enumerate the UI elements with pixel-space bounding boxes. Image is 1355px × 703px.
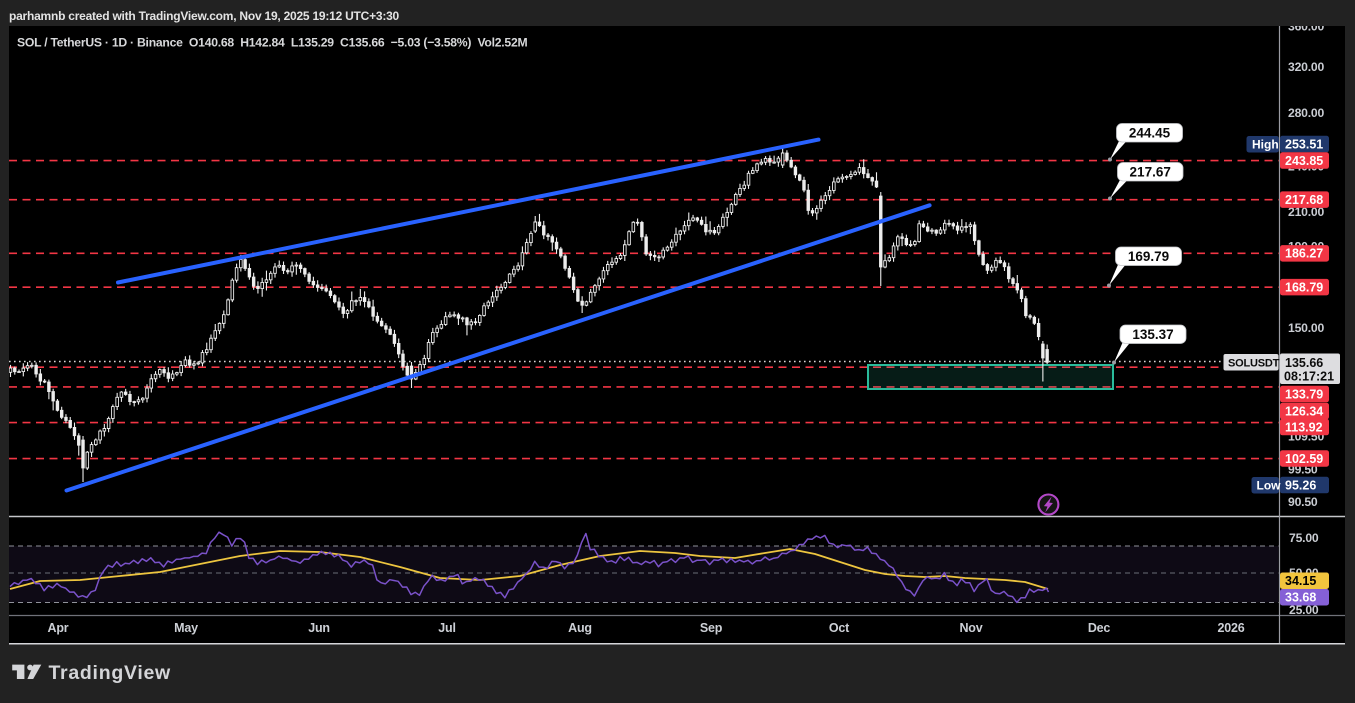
svg-text:320.00: 320.00 bbox=[1288, 60, 1324, 74]
svg-text:210.00: 210.00 bbox=[1288, 205, 1324, 219]
svg-text:Dec: Dec bbox=[1088, 621, 1111, 635]
svg-text:Oct: Oct bbox=[829, 621, 850, 635]
svg-text:parhamnb created with TradingV: parhamnb created with TradingView.com, N… bbox=[9, 9, 400, 23]
svg-text:May: May bbox=[174, 621, 198, 635]
svg-text:360.00: 360.00 bbox=[1288, 20, 1324, 34]
svg-text:Sep: Sep bbox=[700, 621, 723, 635]
svg-text:244.45: 244.45 bbox=[1129, 126, 1171, 141]
svg-text:113.92: 113.92 bbox=[1285, 420, 1323, 434]
svg-text:High: High bbox=[1252, 138, 1279, 152]
svg-text:25.00: 25.00 bbox=[1289, 603, 1319, 617]
svg-text:Aug: Aug bbox=[568, 621, 592, 635]
svg-text:280.00: 280.00 bbox=[1288, 106, 1324, 120]
svg-text:253.51: 253.51 bbox=[1285, 137, 1323, 151]
svg-text:Low: Low bbox=[1257, 479, 1282, 493]
svg-text:135.66: 135.66 bbox=[1285, 356, 1323, 370]
svg-text:Apr: Apr bbox=[48, 621, 69, 635]
svg-text:Jul: Jul bbox=[438, 621, 455, 635]
svg-text:135.37: 135.37 bbox=[1132, 327, 1173, 342]
svg-text:08:17:21: 08:17:21 bbox=[1284, 370, 1334, 384]
svg-text:126.34: 126.34 bbox=[1285, 404, 1323, 418]
svg-text:SOL / TetherUS · 1D · Binance: SOL / TetherUS · 1D · Binance O140.68 H1… bbox=[17, 35, 527, 49]
svg-text:186.27: 186.27 bbox=[1285, 247, 1323, 261]
svg-text:217.67: 217.67 bbox=[1130, 165, 1171, 180]
svg-text:34.15: 34.15 bbox=[1285, 574, 1316, 588]
svg-text:169.79: 169.79 bbox=[1128, 249, 1169, 264]
svg-text:95.26: 95.26 bbox=[1285, 478, 1316, 492]
svg-text:150.00: 150.00 bbox=[1288, 321, 1324, 335]
svg-text:90.50: 90.50 bbox=[1288, 495, 1318, 509]
svg-text:133.79: 133.79 bbox=[1285, 387, 1323, 401]
svg-text:33.68: 33.68 bbox=[1285, 591, 1316, 605]
svg-text:Nov: Nov bbox=[959, 621, 982, 635]
svg-text:102.59: 102.59 bbox=[1285, 452, 1323, 466]
svg-text:217.68: 217.68 bbox=[1285, 193, 1323, 207]
svg-text:SOLUSDT: SOLUSDT bbox=[1228, 357, 1280, 369]
svg-text:168.79: 168.79 bbox=[1285, 281, 1323, 295]
svg-text:Jun: Jun bbox=[308, 621, 330, 635]
svg-text:75.00: 75.00 bbox=[1289, 531, 1319, 545]
svg-text:243.85: 243.85 bbox=[1285, 154, 1323, 168]
svg-text:TradingView: TradingView bbox=[49, 662, 172, 684]
svg-text:2026: 2026 bbox=[1217, 621, 1244, 635]
